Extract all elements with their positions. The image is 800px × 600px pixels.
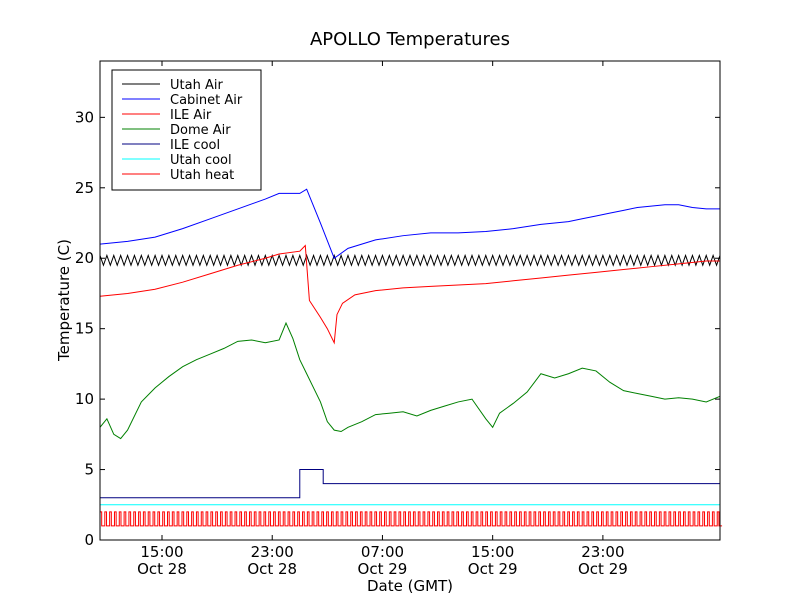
series-line-dome-air bbox=[99, 321, 721, 440]
x-tick-time-label: 23:00 bbox=[251, 543, 294, 561]
x-tick-date-label: Oct 29 bbox=[578, 560, 628, 578]
y-axis: 0 5 10 15 20 25 30 bbox=[75, 108, 720, 549]
legend-label-utah-air: Utah Air bbox=[170, 78, 223, 93]
legend-label-utah-heat: Utah heat bbox=[170, 168, 234, 183]
y-tick-label: 25 bbox=[75, 179, 94, 197]
series-line-utah-heat bbox=[99, 511, 723, 527]
y-tick-label: 20 bbox=[75, 249, 94, 267]
x-tick-date-label: Oct 28 bbox=[247, 560, 297, 578]
series-layer bbox=[99, 188, 723, 527]
legend-label-utah-cool: Utah cool bbox=[170, 153, 232, 168]
y-tick-label: 5 bbox=[84, 461, 94, 479]
y-tick-label: 0 bbox=[84, 531, 94, 549]
x-tick-date-label: Oct 28 bbox=[137, 560, 187, 578]
series-line-ile-air bbox=[99, 244, 720, 345]
x-tick-time-label: 23:00 bbox=[581, 543, 624, 561]
series-line-utah-air bbox=[99, 253, 721, 267]
plot-border bbox=[99, 60, 721, 541]
legend-label-ile-air: ILE Air bbox=[170, 108, 212, 123]
x-tick-time-label: 15:00 bbox=[471, 543, 514, 561]
chart-title: APOLLO Temperatures bbox=[310, 29, 510, 50]
series-line-cabinet-air bbox=[99, 188, 720, 260]
legend-box bbox=[111, 69, 262, 191]
x-tick-date-label: Oct 29 bbox=[468, 560, 518, 578]
x-axis-label: Date (GMT) bbox=[367, 577, 453, 595]
legend-label-dome-air: Dome Air bbox=[170, 123, 231, 138]
legend-label-ile-cool: ILE cool bbox=[170, 138, 220, 153]
y-tick-label: 10 bbox=[75, 390, 94, 408]
series-line-ile-cool bbox=[100, 469, 720, 499]
y-tick-label: 30 bbox=[75, 108, 94, 126]
y-axis-label: Temperature (C) bbox=[55, 239, 73, 362]
legend-label-cabinet-air: Cabinet Air bbox=[170, 93, 243, 108]
x-tick-time-label: 15:00 bbox=[140, 543, 183, 561]
y-tick-label: 15 bbox=[75, 320, 94, 338]
x-tick-date-label: Oct 29 bbox=[358, 560, 408, 578]
x-tick-time-label: 07:00 bbox=[361, 543, 404, 561]
